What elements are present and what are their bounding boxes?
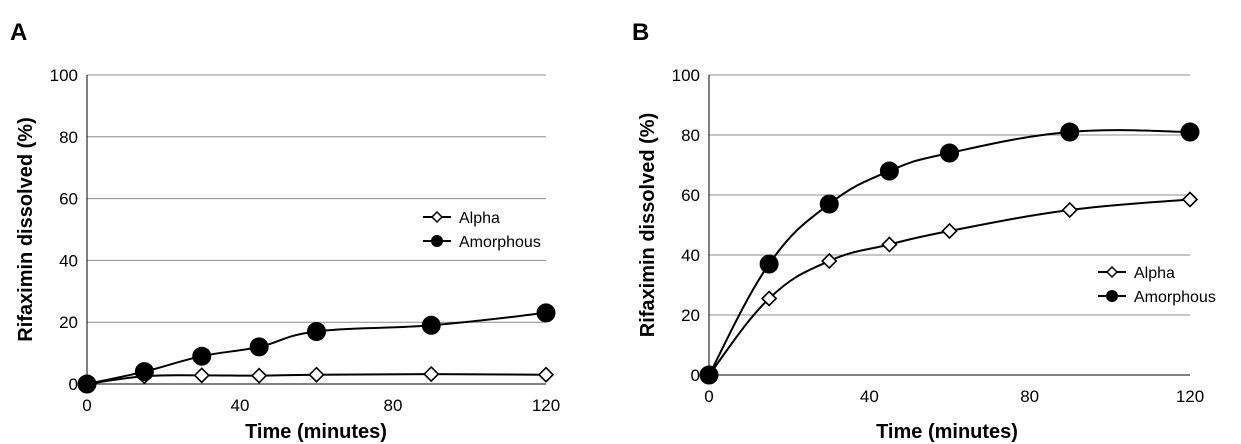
x-tick-label: 80 <box>1020 387 1039 406</box>
x-tick-label: 80 <box>384 396 403 415</box>
y-tick-label: 100 <box>50 66 78 85</box>
panel-letter: B <box>632 19 649 46</box>
y-tick-label: 0 <box>69 375 78 394</box>
x-tick-label: 0 <box>704 387 713 406</box>
data-point-amorphous <box>134 362 154 382</box>
y-tick-label: 100 <box>672 66 700 85</box>
legend-label-amorphous: Amorphous <box>459 234 541 251</box>
panel-letter: A <box>10 19 27 46</box>
x-axis-title: Time (minutes) <box>876 421 1018 443</box>
data-point-alpha <box>760 290 778 307</box>
data-point-amorphous <box>307 321 326 341</box>
y-tick-label: 80 <box>681 126 700 145</box>
data-point-amorphous <box>879 161 899 181</box>
data-point-amorphous <box>536 303 556 323</box>
y-tick-label: 60 <box>681 186 700 205</box>
y-tick-label: 40 <box>681 246 700 265</box>
data-point-amorphous <box>249 337 269 357</box>
x-tick-label: 0 <box>82 396 91 415</box>
data-point-amorphous <box>421 315 441 335</box>
x-tick-label: 120 <box>532 396 560 415</box>
data-point-amorphous <box>940 143 959 163</box>
y-tick-label: 20 <box>59 313 78 332</box>
data-point-amorphous <box>819 194 839 214</box>
legend-marker-alpha <box>1105 265 1119 279</box>
series-line-amorphous <box>708 129 1191 376</box>
y-tick-label: 0 <box>691 366 700 385</box>
y-tick-label: 60 <box>59 190 78 209</box>
y-tick-label: 80 <box>59 128 78 147</box>
data-point-alpha <box>881 236 898 253</box>
y-axis-title: Rifaximin dissolved (%) <box>637 113 659 338</box>
legend-label-amorphous: Amorphous <box>1134 289 1216 306</box>
y-axis-title: Rifaximin dissolved (%) <box>15 117 37 342</box>
panel-b-chart: B 0 20 40 60 80 100 0 40 80 120 Time (minutes) Rifax… <box>632 19 1216 443</box>
data-point-amorphous <box>192 346 212 366</box>
data-point-amorphous <box>1060 122 1080 142</box>
data-point-alpha <box>537 366 555 383</box>
legend-label-alpha: Alpha <box>459 210 500 227</box>
data-point-amorphous <box>1180 122 1200 142</box>
data-point-alpha <box>423 365 440 383</box>
x-tick-label: 40 <box>231 396 250 415</box>
data-point-alpha <box>308 366 325 383</box>
y-tick-label: 40 <box>59 251 78 270</box>
x-tick-label: 120 <box>1176 387 1204 406</box>
data-point-amorphous <box>759 254 779 274</box>
legend-marker-amorphous <box>1106 290 1118 302</box>
x-axis-title: Time (minutes) <box>245 421 387 443</box>
x-tick-label: 40 <box>860 387 879 406</box>
data-point-amorphous <box>699 365 719 385</box>
panel-a-chart: A 0 20 40 60 80 100 0 40 80 120 Time (minutes) Rifax… <box>10 19 560 443</box>
data-point-alpha <box>821 252 838 270</box>
data-point-alpha <box>193 367 210 384</box>
data-point-alpha <box>250 367 268 384</box>
data-point-alpha <box>1181 191 1199 208</box>
data-point-amorphous <box>77 374 97 394</box>
data-point-alpha <box>941 222 958 240</box>
legend-label-alpha: Alpha <box>1134 265 1175 282</box>
legend-marker-alpha <box>430 210 444 224</box>
legend-marker-amorphous <box>431 235 443 247</box>
data-point-alpha <box>1061 201 1078 219</box>
y-tick-label: 20 <box>681 306 700 325</box>
